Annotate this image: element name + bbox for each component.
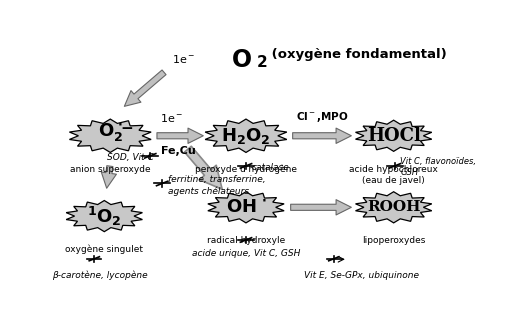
Text: acide hypochloreux
(eau de javel): acide hypochloreux (eau de javel)	[349, 165, 438, 185]
Text: $\mathbf{O}$: $\mathbf{O}$	[231, 48, 252, 72]
Polygon shape	[355, 192, 432, 223]
Text: $\mathbf{^1O_2}$: $\mathbf{^1O_2}$	[87, 204, 122, 228]
Text: $\mathbf{-}$: $\mathbf{-}$	[119, 120, 133, 134]
Text: HOCl: HOCl	[367, 127, 421, 145]
Polygon shape	[355, 120, 432, 151]
Text: oxygène singulet: oxygène singulet	[65, 245, 143, 255]
Text: $\mathbf{H_2O_2}$: $\mathbf{H_2O_2}$	[221, 126, 271, 146]
Text: peroxyde d'hydrogène: peroxyde d'hydrogène	[195, 165, 297, 174]
Text: Fe,Cu: Fe,Cu	[161, 146, 196, 156]
Polygon shape	[66, 200, 143, 232]
Text: $\mathbf{2}$: $\mathbf{2}$	[256, 54, 267, 70]
Text: $\mathbf{O_2^{\,\bullet}}$: $\mathbf{O_2^{\,\bullet}}$	[97, 121, 123, 143]
Text: radical hydroxyle: radical hydroxyle	[207, 236, 285, 245]
Text: acide urique, Vit C, GSH: acide urique, Vit C, GSH	[192, 249, 300, 259]
Text: 1e$^-$: 1e$^-$	[160, 112, 183, 125]
Text: Vit E, Se-GPx, ubiquinone: Vit E, Se-GPx, ubiquinone	[304, 271, 419, 280]
Polygon shape	[208, 192, 284, 223]
Text: β-carotène, lycopène: β-carotène, lycopène	[53, 271, 148, 280]
Text: ferritine, transferrine,
agents chélateurs: ferritine, transferrine, agents chélateu…	[168, 175, 266, 196]
Text: 1e$^-$: 1e$^-$	[172, 53, 195, 66]
Text: SOD, Vit C: SOD, Vit C	[108, 153, 154, 162]
Text: catalase: catalase	[251, 163, 289, 172]
Polygon shape	[70, 119, 151, 153]
Text: anion superoxyde: anion superoxyde	[70, 165, 150, 174]
Text: $\mathbf{OH^{\,\bullet}}$: $\mathbf{OH^{\,\bullet}}$	[226, 198, 266, 216]
Text: (oxygène fondamental): (oxygène fondamental)	[267, 48, 447, 61]
Text: lipoperoxydes: lipoperoxydes	[362, 236, 425, 245]
Text: ROOH: ROOH	[367, 200, 420, 214]
Text: Cl$^-$,MPO: Cl$^-$,MPO	[296, 111, 349, 125]
Polygon shape	[205, 119, 287, 153]
Text: Vit C, flavonoïdes,
GSH: Vit C, flavonoïdes, GSH	[401, 156, 476, 177]
